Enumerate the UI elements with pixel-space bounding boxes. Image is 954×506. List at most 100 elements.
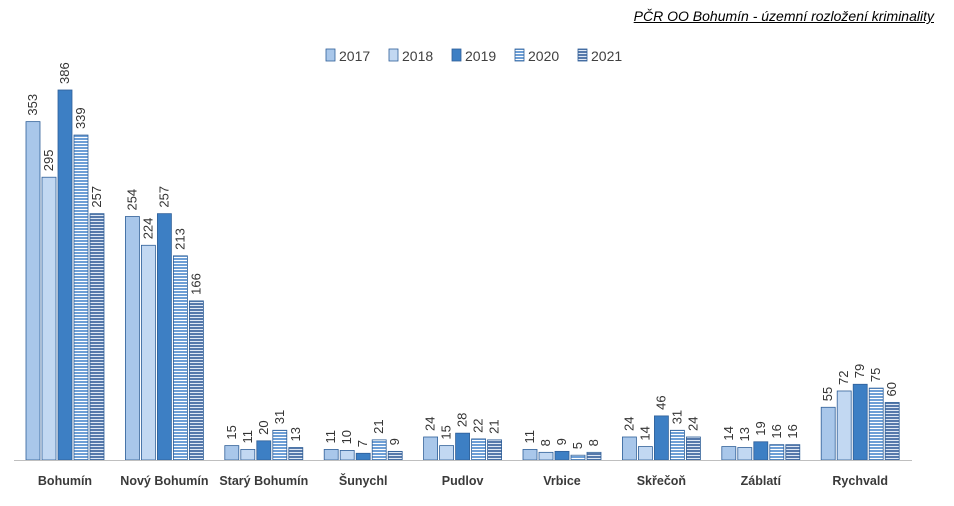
legend-swatch-2017 [325,48,336,62]
data-label: 79 [852,364,867,378]
bar-2019-4 [355,452,371,461]
legend-swatch-2021 [577,48,588,62]
bar-2020-1 [73,134,89,461]
category-label: Rychvald [832,474,888,488]
bar-2019-2 [156,213,172,461]
data-label: 295 [41,150,56,172]
bar-2021-3 [288,447,304,461]
data-label: 14 [721,426,736,440]
data-label: 8 [538,439,553,446]
legend-label-2018: 2018 [402,48,433,64]
category-label: Skřečoň [637,474,686,488]
category-label: Starý Bohumín [219,474,308,488]
data-label: 16 [785,424,800,438]
legend-label-2017: 2017 [339,48,370,64]
data-label: 15 [224,425,239,439]
legend-swatch-2019 [451,48,462,62]
bar-2021-1 [89,213,105,461]
bar-2021-8 [785,444,801,461]
data-label: 257 [89,186,104,208]
legend-label-2019: 2019 [465,48,496,64]
bar-2017-1 [25,121,41,461]
data-label: 31 [272,410,287,424]
data-label: 24 [621,417,636,431]
data-label: 15 [439,425,454,439]
chart-title: PČR OO Bohumín - územní rozložení krimin… [633,8,934,24]
bar-2020-3 [272,429,288,461]
category-label: Nový Bohumín [120,474,208,488]
bar-2019-8 [753,441,769,461]
data-label: 11 [323,430,338,444]
category-label: Vrbice [543,474,581,488]
data-label: 13 [288,427,303,441]
bar-2017-4 [323,449,339,461]
legend-swatch-2018 [388,48,399,62]
bar-2021-2 [188,300,204,461]
bar-2018-5 [439,445,455,461]
data-label: 60 [884,382,899,396]
data-label: 213 [172,228,187,250]
legend-swatch-2020 [514,48,525,62]
bar-2018-2 [140,244,156,461]
data-label: 254 [124,189,139,211]
bar-2017-2 [125,216,140,461]
data-label: 21 [487,419,502,433]
bar-2020-9 [868,387,884,461]
bar-2017-7 [622,436,637,461]
bar-2018-1 [41,176,57,461]
data-label: 11 [240,430,255,443]
data-label: 19 [753,421,768,435]
bar-2018-4 [339,450,355,461]
data-label: 16 [769,424,784,438]
data-label: 31 [669,410,684,424]
bar-2018-3 [240,449,256,461]
data-label: 22 [471,418,486,432]
data-label: 28 [455,413,470,427]
data-label: 14 [637,426,652,440]
data-label: 386 [57,62,72,84]
data-label: 13 [737,427,752,441]
bar-2018-9 [836,390,852,461]
data-label: 10 [339,430,354,444]
data-label: 7 [355,440,370,447]
bar-2018-8 [737,447,753,461]
bar-2020-2 [172,255,188,461]
bar-2021-5 [487,439,503,461]
bar-2020-6 [570,454,586,461]
bar-2017-5 [423,436,439,461]
bar-2017-9 [820,406,836,461]
chart-legend: 2017 2018 2019 2020 2021 [325,48,622,64]
category-label-group: Bohumín Nový Bohumín Starý Bohumín Šunychl P… [38,473,888,488]
bar-2019-5 [455,432,471,461]
data-label: 55 [820,387,835,401]
data-label: 46 [653,395,668,409]
bar-2020-4 [371,439,387,461]
bar-2020-5 [471,438,487,461]
data-label: 353 [25,94,40,116]
data-label: 339 [73,107,88,129]
bar-2021-7 [686,436,701,461]
data-label: 9 [387,438,402,445]
data-label: 257 [156,186,171,208]
data-label: 9 [554,438,569,445]
bar-2020-8 [769,444,785,461]
data-label: 5 [570,442,585,449]
category-label: Šunychl [339,473,388,488]
category-label: Záblatí [741,474,782,488]
bar-2017-6 [522,449,538,461]
bar-2021-4 [387,450,403,461]
data-label: 20 [256,420,271,434]
category-label: Pudlov [442,474,484,488]
bar-2017-8 [721,446,737,461]
bar-2017-3 [224,445,240,461]
bar-series-group [25,89,900,461]
bar-2019-6 [554,450,570,461]
bar-2019-1 [57,89,73,461]
legend-label-2021: 2021 [591,48,622,64]
bar-2018-7 [638,446,653,461]
data-label: 8 [586,439,601,446]
data-label: 166 [188,273,203,295]
bar-2019-9 [852,383,868,461]
